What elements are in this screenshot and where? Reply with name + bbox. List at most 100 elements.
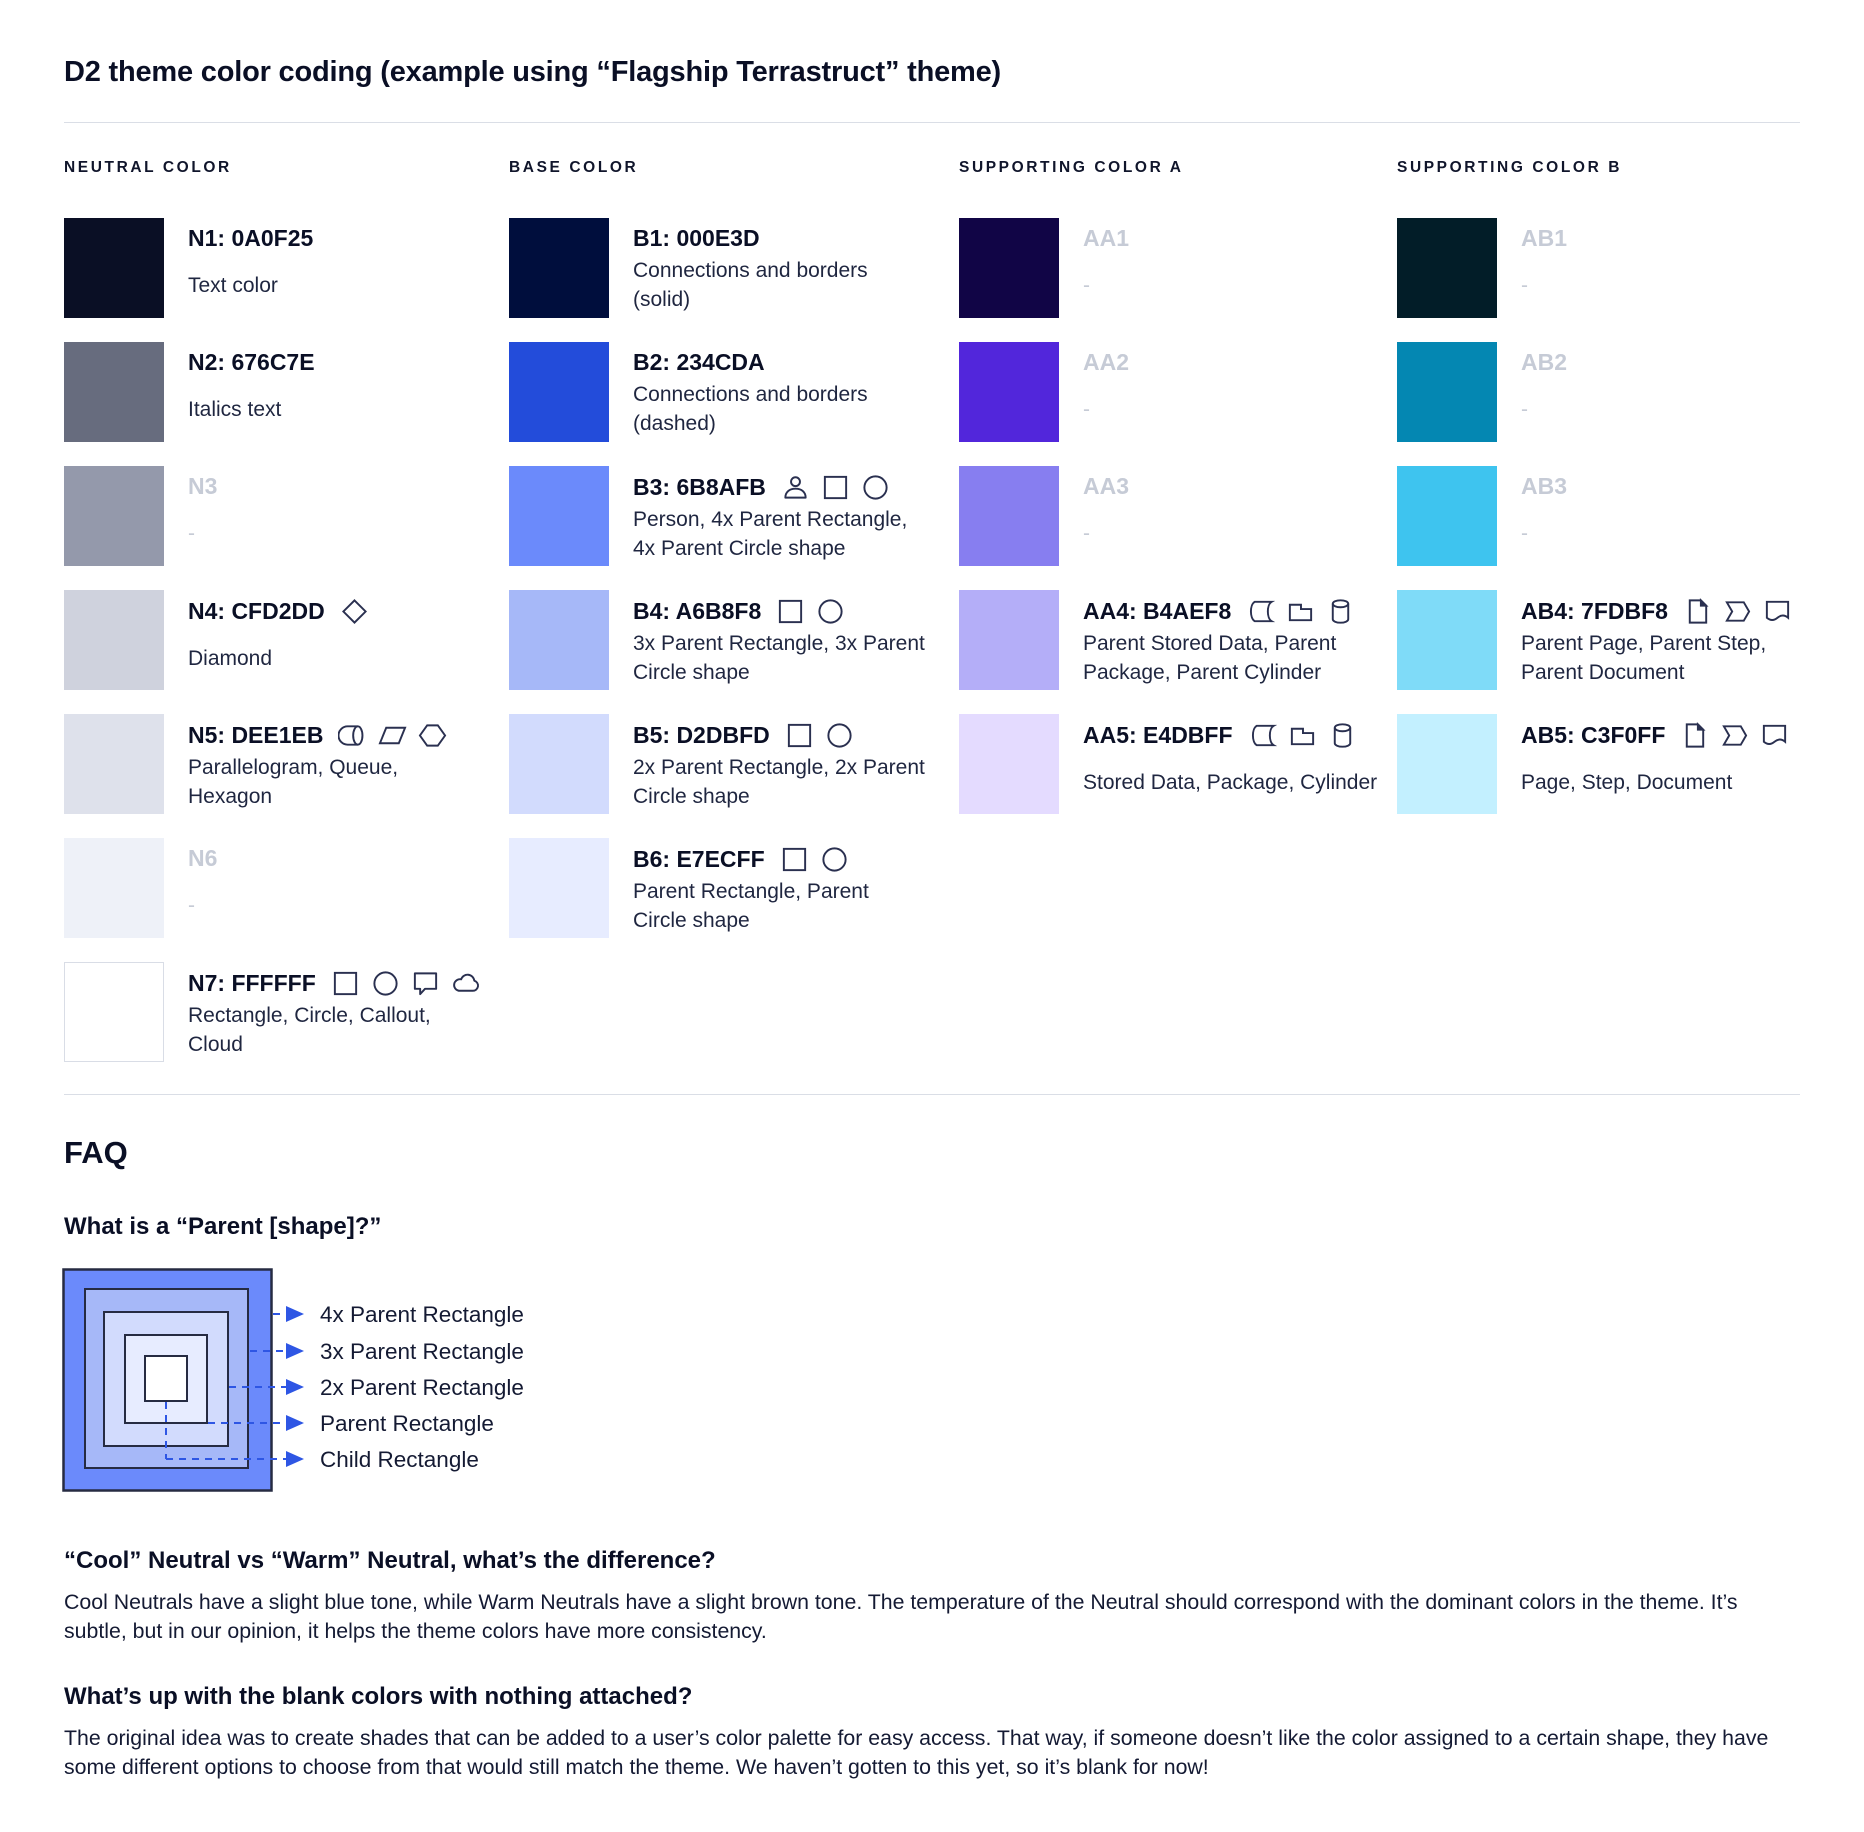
entry-text: AA5: E4DBFF Stored Data, Package, Cylind… <box>1083 714 1377 814</box>
entry-desc: Parent Page, Parent Step, Parent Documen… <box>1521 632 1767 684</box>
entry-icons <box>785 721 854 750</box>
color-entry: AB1 - <box>1397 218 1800 342</box>
entry-desc-wrap: - <box>1083 252 1144 318</box>
entry-title-row: N2: 676C7E <box>188 349 330 376</box>
diagram-label-3x-parent: 3x Parent Rectangle <box>320 1339 524 1364</box>
entry-code: AA2 <box>1083 349 1130 375</box>
entry-desc: - <box>1521 397 1528 421</box>
entry-code: B2: 234CDA <box>633 349 765 375</box>
color-swatch <box>509 342 609 442</box>
entry-code: N7: FFFFFF <box>188 970 316 996</box>
color-entry: AA1 - <box>959 218 1397 342</box>
faq-question-blank-colors: What’s up with the blank colors with not… <box>64 1683 693 1710</box>
entry-desc: Parent Rectangle, Parent Circle shape <box>633 880 869 932</box>
entry-icons <box>1248 721 1357 750</box>
entry-desc: Stored Data, Package, Cylinder <box>1083 770 1378 794</box>
diagram-label-4x-parent: 4x Parent Rectangle <box>320 1302 524 1327</box>
color-swatch <box>509 218 609 318</box>
entry-code: AA4: B4AEF8 <box>1083 598 1232 624</box>
entry-code: AB5: C3F0FF <box>1521 722 1666 748</box>
color-swatch <box>1397 218 1497 318</box>
circle-icon <box>822 847 847 872</box>
color-swatch <box>64 342 164 442</box>
color-swatch <box>64 466 164 566</box>
page-title: D2 theme color coding (example using “Fl… <box>64 56 1002 88</box>
entry-title-row: B2: 234CDA <box>633 349 928 376</box>
package-icon <box>1290 727 1314 746</box>
entry-desc-wrap: Rectangle, Circle, Callout, Cloud <box>188 998 480 1062</box>
entry-title-row: AB4: 7FDBF8 <box>1521 597 1800 626</box>
parallelogram-icon <box>378 726 407 745</box>
entry-title-row: B4: A6B8F8 <box>633 597 928 626</box>
entry-text: B6: E7ECFF Parent Rectangle, Parent Circ… <box>633 838 928 938</box>
entry-desc-wrap: Parallelogram, Queue, Hexagon <box>188 750 460 814</box>
entry-desc: - <box>1521 521 1528 545</box>
entry-code: B4: A6B8F8 <box>633 598 762 624</box>
entry-desc-wrap: Stored Data, Package, Cylinder <box>1083 750 1377 814</box>
entry-title-row: B3: 6B8AFB <box>633 473 928 502</box>
entry-desc-wrap: - <box>188 500 232 566</box>
entry-desc: - <box>188 893 195 917</box>
entry-text: B3: 6B8AFB Person, 4x Parent Rectangle, … <box>633 466 928 566</box>
column-entries: AB1 - AB2 - AB3 - <box>1397 218 1800 838</box>
color-swatch <box>509 590 609 690</box>
entry-text: B4: A6B8F8 3x Parent Rectangle, 3x Paren… <box>633 590 928 690</box>
entry-desc-wrap: Parent Page, Parent Step, Parent Documen… <box>1521 626 1800 690</box>
stored-data-icon <box>1251 724 1277 747</box>
faq-answer-cool-vs-warm: Cool Neutrals have a slight blue tone, w… <box>64 1590 1738 1643</box>
entry-desc-wrap: - <box>1083 376 1144 442</box>
color-swatch <box>64 838 164 938</box>
entry-desc: Connections and borders (solid) <box>633 259 868 311</box>
entry-icons <box>781 473 890 502</box>
diagram-label-parent: Parent Rectangle <box>320 1411 494 1436</box>
faq-question-parent-shape: What is a “Parent [shape]?” <box>64 1213 382 1240</box>
color-swatch <box>959 714 1059 814</box>
entry-desc-wrap: 3x Parent Rectangle, 3x Parent Circle sh… <box>633 626 928 690</box>
entry-text: AA4: B4AEF8 Parent Stored Data, Parent P… <box>1083 590 1378 690</box>
entry-desc-wrap: - <box>1521 500 1582 566</box>
entry-code: AA3 <box>1083 473 1130 499</box>
entry-code: N1: 0A0F25 <box>188 225 314 251</box>
palette-column: SUPPORTING COLOR B AB1 - AB2 - <box>1397 159 1800 1086</box>
circle-icon <box>863 475 888 500</box>
entry-desc: Person, 4x Parent Rectangle, 4x Parent C… <box>633 508 908 560</box>
entry-icons <box>340 597 369 626</box>
entry-code: AB2 <box>1521 349 1568 375</box>
entry-code: B5: D2DBFD <box>633 722 770 748</box>
entry-text: B1: 000E3D Connections and borders (soli… <box>633 218 928 318</box>
palette-column: BASE COLOR B1: 000E3D Connections and bo… <box>509 159 959 1086</box>
column-header: BASE COLOR <box>509 159 639 176</box>
entry-text: AB2 - <box>1521 342 1582 442</box>
color-entry: N3 - <box>64 466 509 590</box>
entry-code: AA1 <box>1083 225 1130 251</box>
column-entries: AA1 - AA2 - AA3 - <box>959 218 1397 838</box>
entry-desc-wrap: Diamond <box>188 626 369 690</box>
page-icon <box>1688 598 1709 624</box>
entry-text: AB3 - <box>1521 466 1582 566</box>
parent-shape-diagram: 4x Parent Rectangle 3x Parent Rectangle … <box>62 1268 1800 1507</box>
top-divider <box>64 122 1800 123</box>
entry-desc: Parallelogram, Queue, Hexagon <box>188 756 399 808</box>
entry-title-row: B5: D2DBFD <box>633 721 928 750</box>
color-swatch <box>1397 466 1497 566</box>
entry-desc: - <box>1083 397 1090 421</box>
color-swatch <box>64 218 164 318</box>
entry-icons <box>338 721 447 750</box>
palette-column: NEUTRAL COLOR N1: 0A0F25 Text color N2: … <box>64 159 509 1086</box>
faq-heading: FAQ <box>64 1135 128 1170</box>
color-swatch <box>959 590 1059 690</box>
entry-text: N7: FFFFFF Rectangle, Circle, Callout, C… <box>188 962 480 1062</box>
color-entry: B5: D2DBFD 2x Parent Rectangle, 2x Paren… <box>509 714 959 838</box>
entry-title-row: AA5: E4DBFF <box>1083 721 1377 750</box>
color-swatch <box>64 714 164 814</box>
entry-code: AB1 <box>1521 225 1568 251</box>
entry-text: N6 - <box>188 838 232 938</box>
color-entry: N1: 0A0F25 Text color <box>64 218 509 342</box>
color-swatch <box>64 590 164 690</box>
entry-code: B1: 000E3D <box>633 225 760 251</box>
color-entry: N5: DEE1EB Parallelogram, Queue, Hexagon <box>64 714 509 838</box>
entry-desc: - <box>1083 273 1090 297</box>
entry-icons <box>1246 597 1355 626</box>
entry-title-row: AA1 <box>1083 225 1144 252</box>
document-icon <box>1763 724 1787 745</box>
